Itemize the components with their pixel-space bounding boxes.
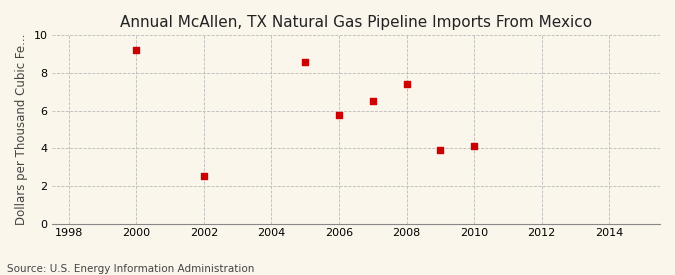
- Text: Source: U.S. Energy Information Administration: Source: U.S. Energy Information Administ…: [7, 264, 254, 274]
- Point: [401, 82, 412, 87]
- Y-axis label: Dollars per Thousand Cubic Fe...: Dollars per Thousand Cubic Fe...: [15, 34, 28, 225]
- Point: [198, 174, 209, 178]
- Point: [333, 113, 344, 118]
- Point: [468, 143, 479, 148]
- Point: [367, 99, 378, 103]
- Point: [131, 48, 142, 53]
- Point: [300, 59, 310, 64]
- Point: [435, 148, 446, 153]
- Title: Annual McAllen, TX Natural Gas Pipeline Imports From Mexico: Annual McAllen, TX Natural Gas Pipeline …: [119, 15, 592, 30]
